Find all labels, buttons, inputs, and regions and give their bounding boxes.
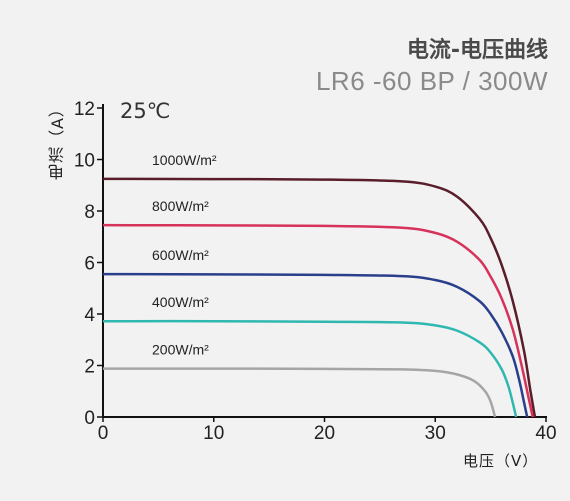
series-lines — [102, 177, 537, 418]
y-tick-label: 0 — [84, 408, 95, 429]
series-line-1 — [102, 223, 534, 418]
series-labels: 1000W/m² 800W/m² 600W/m² 400W/m² 200W/m² — [152, 152, 217, 358]
series-line-0 — [102, 177, 537, 418]
series-label: 1000W/m² — [152, 152, 217, 168]
series-line-4 — [102, 367, 497, 418]
y-axis-label: 电流（A） — [48, 100, 67, 180]
x-tick-label: 30 — [425, 423, 446, 444]
x-tick-label: 20 — [314, 423, 335, 444]
series-line-2 — [102, 272, 529, 418]
x-tick-label: 0 — [98, 423, 109, 444]
series-label: 200W/m² — [152, 342, 209, 358]
series-label: 800W/m² — [152, 198, 209, 214]
y-tick-label: 2 — [84, 357, 95, 378]
y-tick-label: 6 — [84, 254, 95, 275]
x-tick-label: 40 — [535, 423, 556, 444]
temperature-annotation: 25℃ — [120, 99, 171, 123]
x-tick-label: 10 — [203, 423, 224, 444]
series-label: 600W/m² — [152, 247, 209, 263]
chart-subtitle: LR6 -60 BP / 300W — [315, 66, 548, 96]
x-axis-label: 电压（V） — [463, 452, 539, 470]
series-label: 400W/m² — [152, 294, 209, 310]
y-tick-label: 8 — [84, 202, 95, 223]
y-tick-label: 10 — [74, 151, 95, 172]
y-tick-label: 12 — [74, 99, 95, 120]
series-line-3 — [102, 319, 518, 418]
y-tick-label: 4 — [84, 305, 95, 326]
ticks: 0 2 4 6 8 10 12 0 10 20 30 40 — [74, 99, 557, 444]
chart-title: 电流-电压曲线 — [406, 38, 548, 63]
